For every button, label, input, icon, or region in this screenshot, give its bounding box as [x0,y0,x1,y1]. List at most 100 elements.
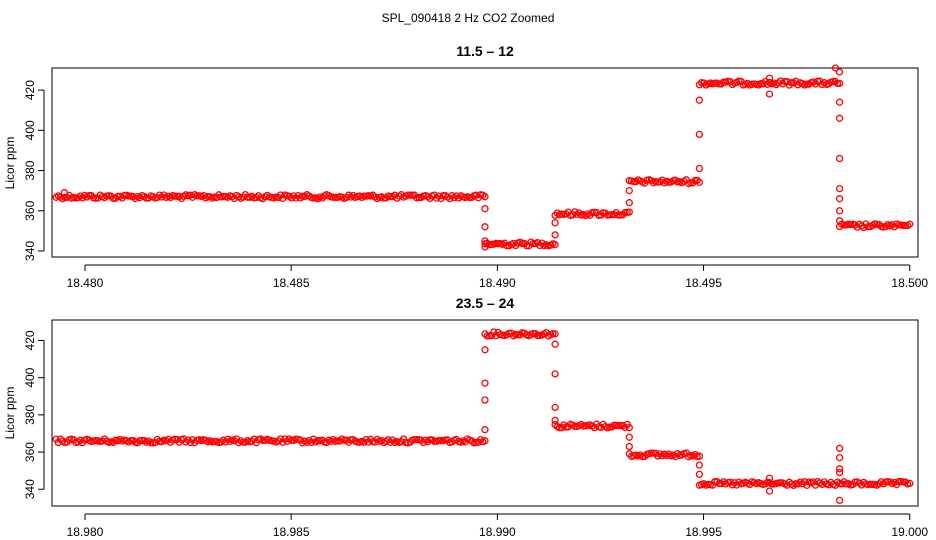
data-point-outlier [765,74,774,82]
data-point-segment-0 [98,437,106,445]
data-point-transition [551,219,559,227]
panel-top-points [52,64,914,251]
data-point-segment-4 [835,79,844,88]
data-point-transition [695,461,704,469]
data-point-segment-0 [215,191,223,199]
y-tick-label: 340 [23,241,37,261]
data-point-segment-1 [503,242,511,250]
data-point-transition [625,433,633,441]
data-point-segment-0 [336,437,344,445]
data-point-transition [835,195,844,203]
data-point-segment-4 [711,478,719,486]
data-point-segment-2 [625,208,633,216]
data-point-segment-0 [109,438,117,447]
panel-bottom: 23.5 – 24 Licor ppm 18.980 18.985 18.990 18… [3,295,928,539]
data-point-transition [835,184,844,193]
data-point-segment-4 [875,480,883,488]
panel-top-x-axis: 18.480 18.485 18.490 18.495 18.500 [67,264,928,290]
x-tick-label: 18.985 [273,525,310,539]
panel-bottom-plot-frame [51,319,919,507]
data-point-transition [481,396,489,404]
data-point-transition [481,379,489,387]
panel-top-title: 11.5 – 12 [456,43,514,59]
panel-top-plot-frame [51,67,919,258]
x-tick-label: 18.495 [685,276,722,290]
data-point-transition [835,217,844,225]
data-point-segment-0 [481,193,489,201]
data-point-transition [481,426,489,434]
y-tick-label: 360 [23,200,37,220]
data-point-segment-3 [691,450,699,459]
data-point-transition [695,96,704,104]
x-tick-label: 18.490 [479,276,516,290]
data-point-segment-0 [158,193,166,201]
data-point-outlier [835,468,844,477]
data-point-segment-1 [551,240,559,249]
data-point-segment-4 [763,80,772,88]
data-point-segment-5 [882,222,890,231]
data-point-segment-0 [386,192,395,201]
panel-bottom-y-axis: 340 360 380 400 420 [23,330,45,499]
data-point-transition [835,98,844,106]
data-point-transition [835,207,844,215]
data-point-segment-4 [728,481,736,489]
panel-bottom-points [52,328,914,505]
data-point-segment-5 [901,221,910,230]
data-point-transition [551,340,559,348]
data-point-transition [625,186,633,195]
data-point-segment-1 [551,330,559,338]
data-point-transition [551,231,559,239]
panel-bottom-ylabel: Licor ppm [3,387,17,440]
data-point-segment-0 [314,437,322,445]
y-tick-label: 420 [23,80,37,100]
data-point-segment-5 [851,221,859,229]
data-point-segment-0 [232,435,241,443]
data-point-segment-0 [290,192,298,200]
data-point-segment-0 [287,194,296,202]
data-point-transition [835,154,844,163]
data-point-outlier [765,474,774,482]
data-point-segment-1 [533,331,542,340]
data-point-segment-0 [114,192,122,201]
data-point-outlier [60,189,69,197]
data-point-segment-1 [490,328,498,336]
data-point-segment-0 [452,192,461,200]
figure-suptitle: SPL_090418 2 Hz CO2 Zoomed [382,11,555,25]
data-point-transition [695,130,704,139]
data-point-segment-0 [406,191,414,199]
data-point-segment-0 [224,435,232,443]
x-tick-label: 18.990 [479,525,516,539]
y-tick-label: 380 [23,160,37,180]
data-point-segment-1 [481,330,489,338]
data-point-segment-4 [831,77,839,86]
data-point-outlier [831,64,840,72]
data-point-segment-3 [654,452,662,460]
y-tick-label: 400 [23,120,37,140]
data-point-segment-4 [840,478,848,486]
x-tick-label: 18.480 [67,276,104,290]
data-point-segment-2 [625,424,633,432]
data-point-segment-1 [514,331,522,339]
data-point-segment-2 [601,209,609,217]
data-point-segment-3 [647,449,655,457]
data-point-segment-5 [906,220,914,228]
panel-bottom-title: 23.5 – 24 [456,295,515,311]
data-point-segment-4 [906,479,914,488]
data-point-segment-0 [175,192,183,201]
data-point-segment-0 [100,435,109,443]
data-point-segment-4 [901,478,910,486]
data-point-segment-3 [647,176,655,185]
data-point-segment-0 [393,194,401,202]
data-point-segment-0 [131,194,139,203]
data-point-transition [695,470,704,479]
data-point-segment-2 [575,209,583,217]
data-point-segment-0 [274,437,282,445]
panel-bottom-x-axis: 18.980 18.985 18.990 18.995 19.000 [67,513,928,539]
data-point-segment-4 [890,478,899,487]
data-point-segment-4 [798,480,807,488]
panel-top-ylabel: Licor ppm [3,137,17,190]
data-point-transition [551,403,559,412]
data-point-segment-0 [415,193,423,202]
data-point-segment-1 [487,331,496,340]
